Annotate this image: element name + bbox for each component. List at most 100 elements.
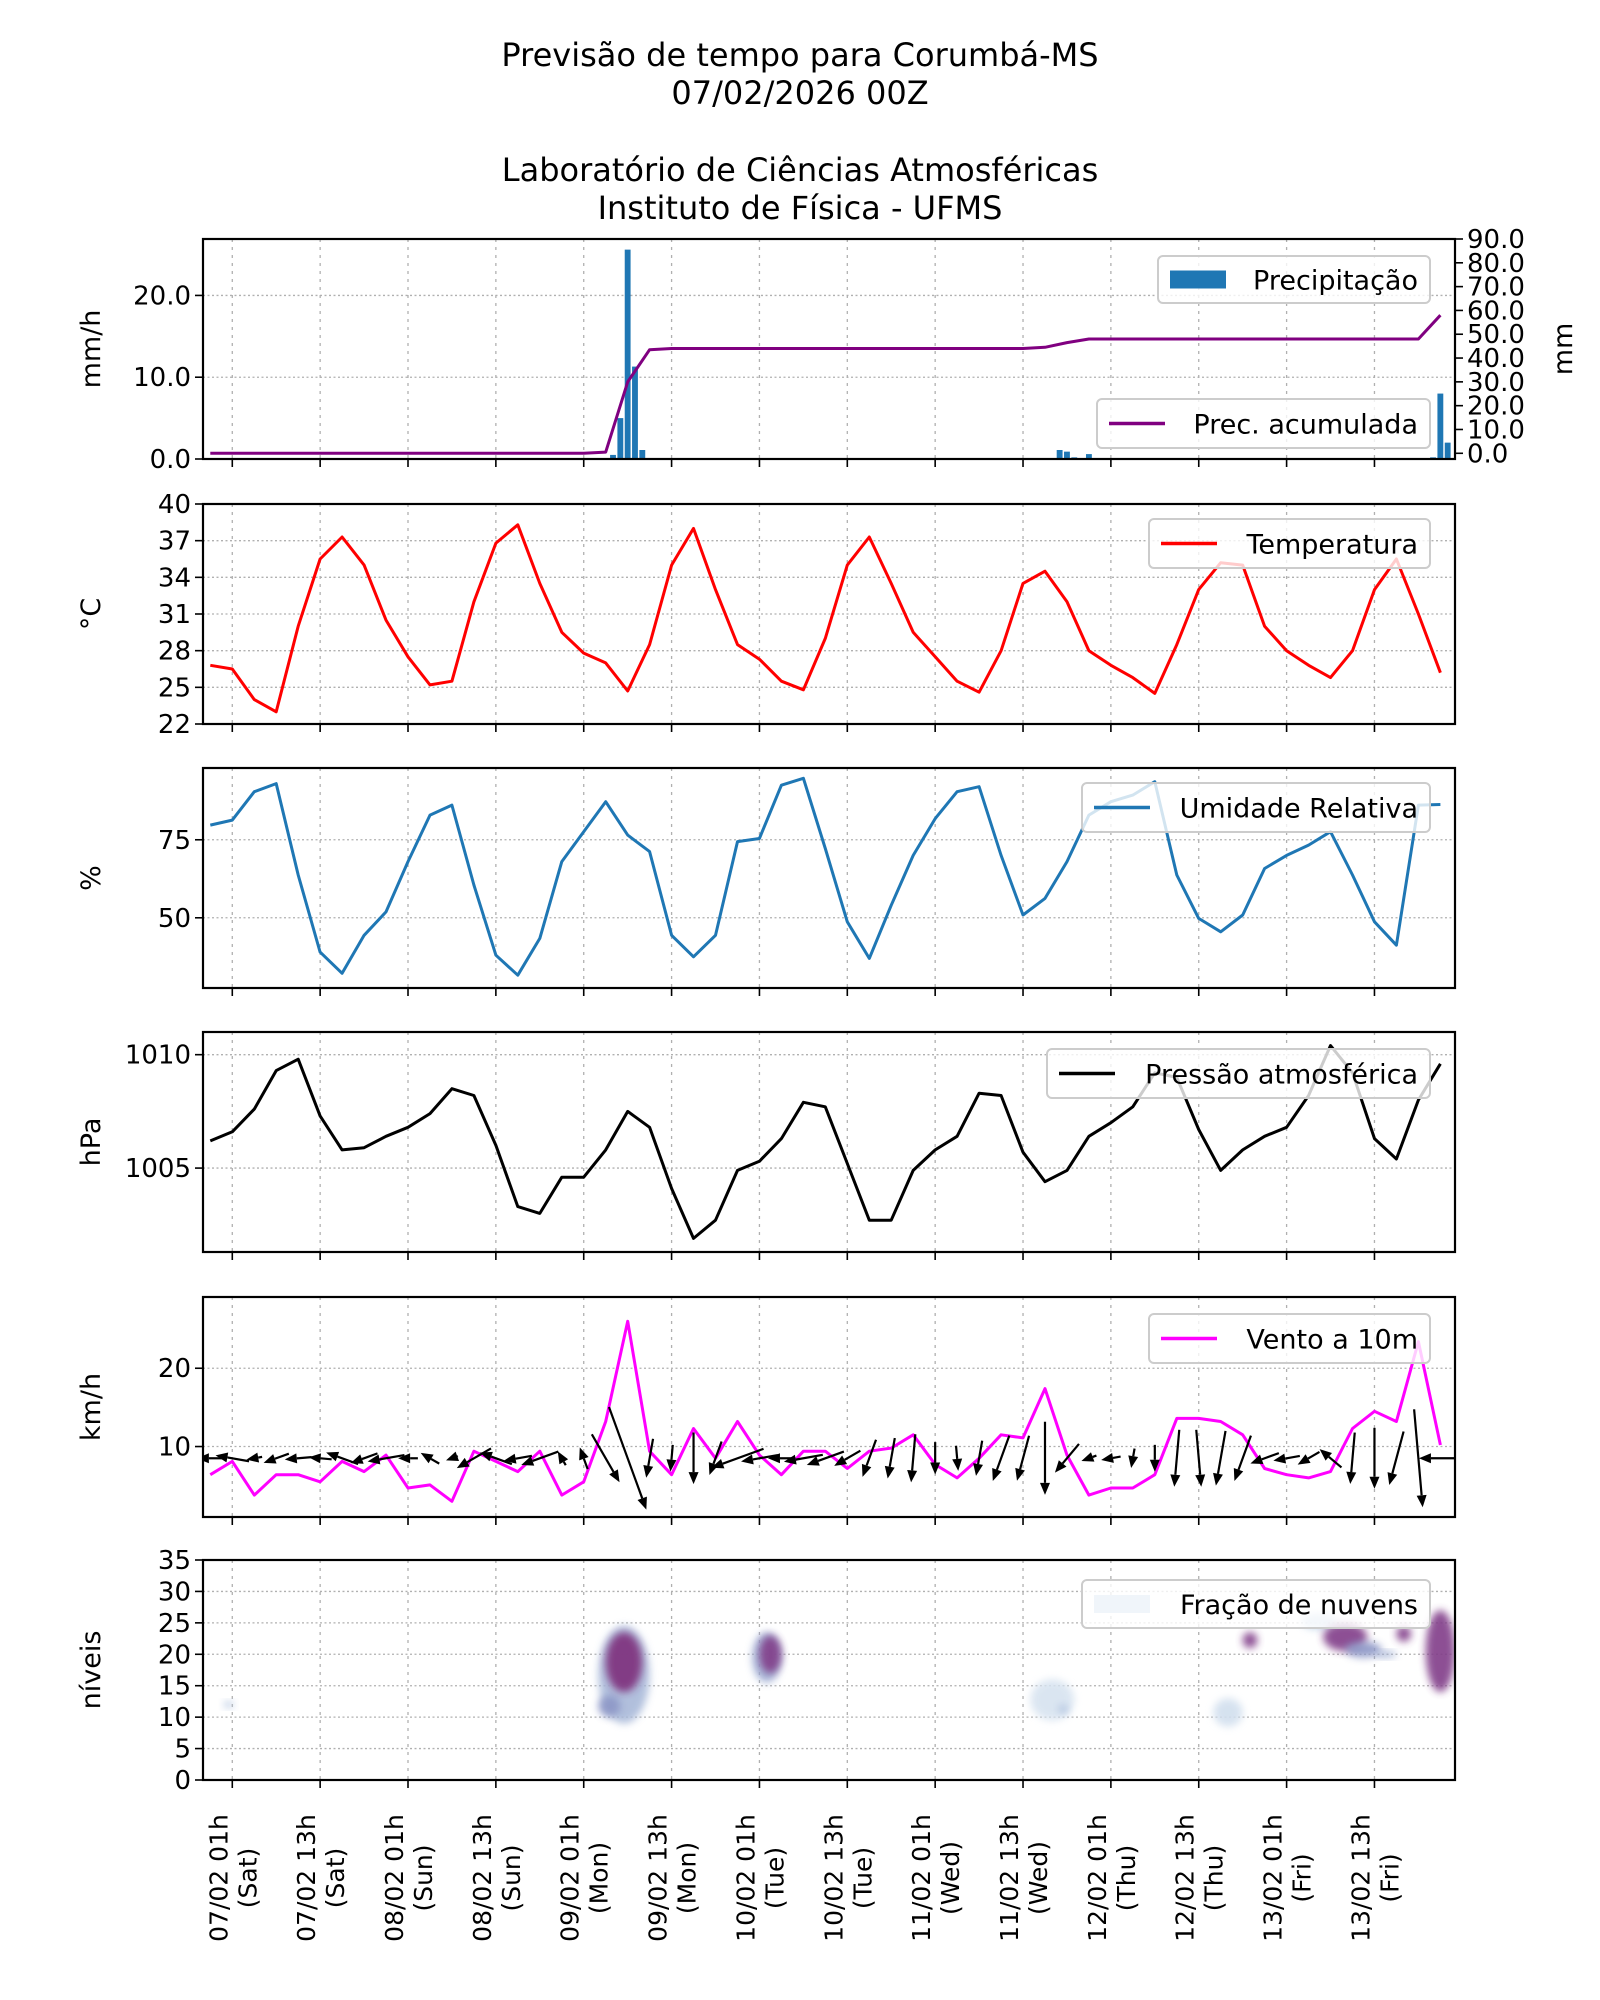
wind-arrow [1128,1448,1139,1469]
wind-arrow-shaft [1237,1435,1252,1471]
cloud-fraction-patch [1058,1704,1069,1715]
y-tick-label: 10 [158,1433,191,1463]
wind-arrow-shaft [1216,1430,1227,1474]
wind-arrow-head [1416,1494,1427,1508]
wind-arrow [834,1449,861,1466]
wind-arrow-shaft [1413,1409,1423,1496]
wind-arrow-head [834,1455,848,1466]
x-tick-day: (Thu) [1200,1845,1229,1911]
wind-arrow-shaft [911,1434,917,1471]
wind-arrow [711,1447,764,1469]
wind-arrow-head [1387,1472,1398,1486]
y2-tick-label: 40.0 [1467,344,1525,374]
wind-arrow-head [367,1454,381,1465]
wind-arrow-shaft [590,1433,615,1473]
wind-arrow-head [783,1454,797,1465]
y2-axis-label: mm [1548,323,1579,376]
wind-arrow-head [1170,1474,1181,1487]
wind-arrow-shaft [1195,1429,1202,1475]
wind-arrow-shaft [817,1450,845,1462]
y-axis-label: mm/h [76,310,107,389]
wind-arrow-shaft [647,1438,655,1467]
x-tick-label: 10/02 13h (Tue) [819,1814,877,1942]
wind-arrow-head [884,1465,895,1479]
wind-arrow-shaft [752,1453,779,1461]
y-tick-label: 25 [158,673,191,703]
y-tick-label: 10.0 [133,363,191,393]
legend: Umidade Relativa [1081,782,1431,833]
wind-arrow-shaft [1061,1443,1080,1465]
precip-bar [1056,450,1063,459]
legend-label: Umidade Relativa [1180,794,1418,825]
x-tick-label: 09/02 13h (Mon) [644,1814,702,1942]
wind-arrow-shaft [490,1455,513,1466]
x-tick-date: 13/02 13h [1346,1814,1375,1942]
wind-arrow-head [284,1453,298,1464]
wind-arrow-head [1195,1474,1206,1487]
wind-arrow-head [973,1463,984,1476]
wind-arrow-shaft [1112,1455,1121,1459]
wind-arrow-head [1418,1453,1431,1464]
wind-arrow-head [767,1453,780,1464]
y-tick-label: 28 [158,637,191,667]
x-tick-day: (Sat) [321,1848,350,1909]
wind-arrow [930,1442,941,1475]
wind-arrow-head [503,1453,517,1464]
y-tick-label: 25 [158,1609,191,1639]
wind-arrow-shaft [844,1449,861,1461]
legend: Vento a 10m [1148,1313,1431,1364]
wind-arrow-head [711,1458,725,1469]
legend: Prec. acumulada [1096,398,1431,449]
y-tick-label: 15 [158,1672,191,1702]
wind-arrow-head [1273,1453,1287,1464]
wind-arrow-shaft [532,1450,559,1462]
x-tick-day: (Thu) [1112,1845,1141,1911]
wind-arrow-shaft [1328,1455,1343,1469]
y-tick-label: 50 [158,904,191,934]
legend: Precipitação [1157,255,1431,304]
wind-arrow-head [1233,1467,1244,1481]
wind-arrow-head [521,1456,535,1466]
y-tick-label: 30 [158,1577,191,1607]
wind-arrow [521,1450,559,1466]
wind-arrow-head [1213,1472,1223,1486]
y2-tick-label: 30.0 [1467,368,1525,398]
precip-bar [632,366,638,459]
wind-arrow-shaft [1284,1454,1301,1460]
wind-arrow-shaft [995,1435,1011,1471]
wind-arrow-head [557,1451,569,1465]
wind-arrow-shaft [515,1454,533,1460]
cloud-fraction-patch [1374,1651,1397,1658]
wind-arrow-shaft [888,1437,896,1467]
wind-arrow [398,1453,418,1464]
y2-tick-label: 20.0 [1467,392,1525,422]
wind-arrow [1081,1452,1097,1462]
y-tick-label: 1005 [125,1154,191,1184]
x-tick-date: 12/02 13h [1171,1814,1200,1942]
wind-arrow [367,1453,405,1465]
wind-arrow-head [861,1463,872,1477]
wind-arrow-head [637,1496,647,1510]
y2-tick-label: 90.0 [1467,225,1525,255]
legend-box [1157,255,1431,304]
wind-arrow [643,1438,655,1478]
wind-arrow-head [1039,1482,1050,1495]
wind-arrow-head [398,1453,411,1464]
panel-pressure: 1005 1010 hPa Pressão atmosférica [76,1030,1457,1260]
x-tick-date: 10/02 01h [731,1814,760,1942]
cloud-fraction-patch [1242,1632,1258,1648]
wind-arrow-head [609,1469,620,1483]
x-tick-label: 11/02 01h (Wed) [907,1814,965,1942]
wind-arrow [1195,1429,1206,1487]
wind-arrow [579,1447,589,1470]
y2-tick-label: 80.0 [1467,249,1525,279]
y-tick-label: 40 [158,490,191,520]
plot-area-clouds [223,1610,1455,1727]
wind-arrow [741,1453,779,1465]
wind-arrow-shaft [430,1457,440,1465]
wind-arrow [284,1453,312,1464]
cloud-fraction-patch [598,1695,621,1718]
wind-arrow [1233,1435,1252,1481]
